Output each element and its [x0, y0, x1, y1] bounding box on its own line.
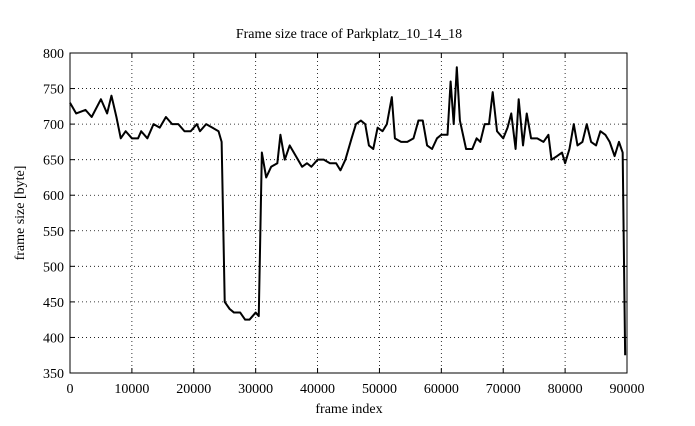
y-tick-label: 500	[43, 260, 64, 275]
y-tick-label: 550	[43, 225, 64, 240]
data-line	[69, 66, 627, 356]
x-tick-label: 30000	[238, 382, 273, 397]
x-tick-label: 60000	[424, 382, 459, 397]
plot-frame	[69, 52, 628, 374]
x-axis-label: frame index	[315, 402, 382, 417]
y-tick-label: 750	[43, 83, 64, 98]
x-tick-label: 90000	[610, 382, 645, 397]
x-tick-label: 10000	[114, 382, 149, 397]
x-tick-label: 80000	[548, 382, 583, 397]
x-tick-label: 70000	[486, 382, 521, 397]
y-tick-label: 450	[43, 296, 64, 311]
x-tick-label: 40000	[300, 382, 335, 397]
y-axis-label: frame size [byte]	[13, 166, 28, 261]
y-tick-label: 700	[43, 118, 64, 133]
y-tick-label: 400	[43, 331, 64, 346]
x-tick-label: 50000	[362, 382, 397, 397]
y-tick-label: 600	[43, 189, 64, 204]
x-tick-label: 0	[67, 382, 74, 397]
chart-title: Frame size trace of Parkplatz_10_14_18	[236, 27, 462, 42]
y-tick-label: 800	[43, 47, 64, 62]
x-tick-label: 20000	[176, 382, 211, 397]
y-tick-label: 650	[43, 154, 64, 169]
y-tick-label: 350	[43, 367, 64, 382]
